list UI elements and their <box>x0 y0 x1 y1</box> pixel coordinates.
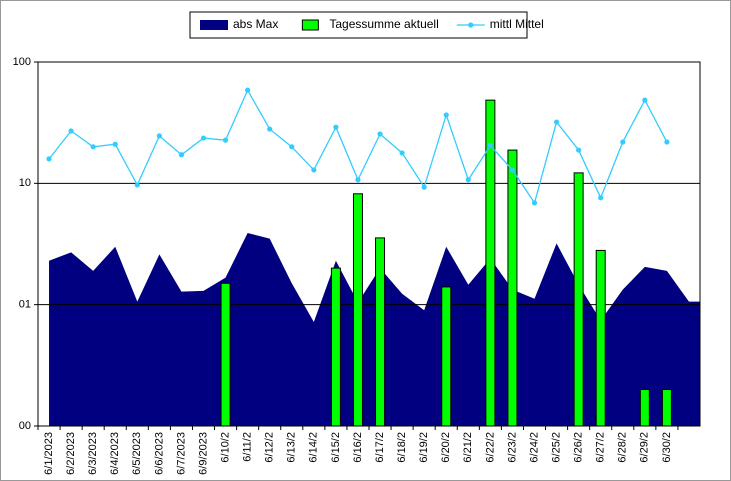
legend-swatch <box>200 20 228 30</box>
bar <box>375 237 386 427</box>
x-tick-label: 6/3/2023 <box>87 432 99 475</box>
marker <box>642 97 648 103</box>
marker <box>333 124 339 130</box>
marker <box>399 150 405 156</box>
legend-label: abs Max <box>233 17 278 31</box>
x-tick-label: 6/17/2 <box>374 432 386 463</box>
x-tick-label: 6/24/2 <box>528 432 540 463</box>
marker <box>289 144 295 150</box>
marker <box>598 195 604 201</box>
x-tick-label: 6/11/2 <box>242 432 254 462</box>
y-tick-label: 01 <box>19 299 31 311</box>
legend-label: mittl Mittel <box>490 17 544 31</box>
bar <box>595 249 606 427</box>
x-tick-label: 6/30/2 <box>661 432 673 463</box>
marker <box>245 87 251 93</box>
marker <box>178 152 185 158</box>
marker <box>620 139 626 145</box>
x-tick-label: 6/25/2 <box>550 432 562 463</box>
marker <box>421 184 427 190</box>
y-tick-label: 100 <box>13 56 31 68</box>
marker <box>487 142 493 149</box>
x-tick-label: 6/19/2 <box>418 432 430 463</box>
x-tick-label: 6/15/2 <box>330 432 342 463</box>
x-tick-label: 6/27/2 <box>595 432 607 463</box>
x-tick-label: 6/29/2 <box>639 432 651 463</box>
x-tick-label: 6/20/2 <box>440 432 452 463</box>
marker <box>90 144 96 150</box>
marker <box>68 128 74 134</box>
x-tick-label: 6/1/2023 <box>43 432 55 475</box>
x-tick-label: 6/13/2 <box>286 432 298 463</box>
x-tick-label: 6/14/2 <box>308 432 320 463</box>
marker <box>112 141 118 147</box>
marker <box>156 133 162 139</box>
x-tick-label: 6/5/2023 <box>131 432 143 475</box>
bar <box>441 286 452 427</box>
bar <box>220 282 231 427</box>
marker <box>664 139 670 145</box>
x-tick-label: 6/10/2 <box>219 432 231 463</box>
y-tick-label: 10 <box>19 177 31 189</box>
bar <box>573 172 584 427</box>
bar <box>639 388 650 427</box>
bar <box>507 149 518 427</box>
x-tick-label: 6/18/2 <box>396 432 408 463</box>
x-tick-label: 6/21/2 <box>462 432 474 463</box>
x-tick-label: 6/23/2 <box>506 432 518 463</box>
marker <box>222 137 229 143</box>
area <box>49 232 701 426</box>
x-tick-label: 6/4/2023 <box>109 432 121 475</box>
marker <box>509 167 516 173</box>
legend-marker <box>468 22 474 28</box>
x-tick-label: 6/28/2 <box>617 432 629 463</box>
y-tick-label: 00 <box>19 420 31 432</box>
bar <box>661 388 672 427</box>
marker <box>355 177 361 183</box>
legend-swatch <box>301 19 319 31</box>
x-tick-label: 6/16/2 <box>352 432 364 463</box>
legend-label: Tagessumme aktuell <box>329 17 438 31</box>
x-tick-label: 6/7/2023 <box>175 432 187 475</box>
x-tick-label: 6/22/2 <box>484 432 496 463</box>
marker <box>134 182 140 188</box>
marker <box>443 112 449 118</box>
marker <box>576 147 582 153</box>
x-tick-label: 6/12/2 <box>264 432 276 463</box>
x-tick-label: 6/6/2023 <box>153 432 165 475</box>
marker <box>465 177 471 183</box>
marker <box>46 156 52 162</box>
marker <box>267 126 273 132</box>
x-tick-label: 6/9/2023 <box>197 432 209 475</box>
bar <box>352 193 363 427</box>
marker <box>531 200 538 206</box>
x-tick-label: 6/2/2023 <box>65 432 77 475</box>
marker <box>553 119 560 125</box>
bar <box>330 267 341 427</box>
x-tick-label: 6/26/2 <box>573 432 585 463</box>
marker <box>377 131 383 137</box>
marker <box>200 135 207 141</box>
marker <box>311 167 317 173</box>
